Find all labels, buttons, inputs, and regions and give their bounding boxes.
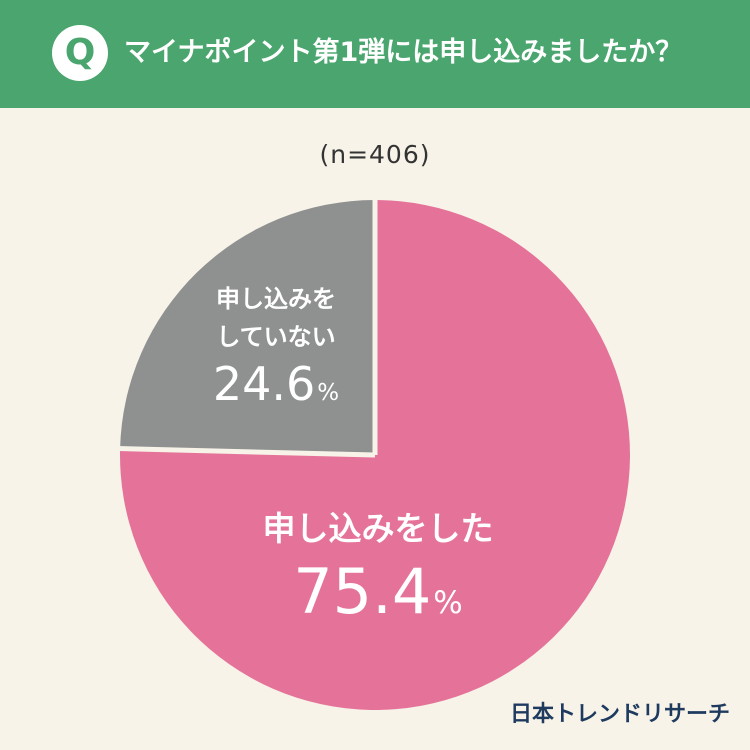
question-header: Q マイナポイント第1弾には申し込みましたか？ [0, 0, 750, 108]
slice-separator-1 [118, 446, 376, 458]
question-badge: Q [52, 25, 108, 81]
pie-slice-1 [120, 200, 375, 455]
question-title: マイナポイント第1弾には申し込みましたか？ [124, 37, 683, 68]
brand-logo: 日本トレンドリサーチ [509, 702, 730, 727]
slice-label-1-line-0: 申し込みを [216, 285, 336, 313]
slice-value-1: 24.6% [213, 357, 339, 411]
sample-size: (n=406) [319, 140, 431, 169]
slice-value-0: 75.4% [293, 555, 463, 628]
slice-label-1-line-1: していない [216, 323, 335, 351]
slice-label-0: 申し込みをした [263, 509, 494, 548]
